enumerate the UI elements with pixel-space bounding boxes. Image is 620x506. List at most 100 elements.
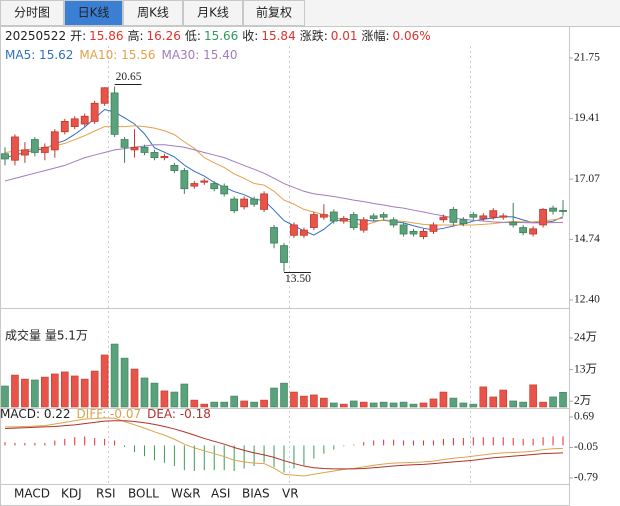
candle-body <box>479 215 488 219</box>
candle-body <box>389 219 398 226</box>
volume-bar <box>459 402 468 408</box>
candle-body <box>110 92 119 135</box>
volume-bar <box>1 385 9 408</box>
volume-bar <box>260 399 268 408</box>
volume-bar <box>160 390 169 408</box>
volume-bar <box>190 399 199 408</box>
indicator-tab[interactable]: MACD <box>14 487 50 501</box>
quote-value: 16.26 <box>147 29 181 43</box>
tab[interactable]: 分时图 <box>0 0 64 26</box>
y-tick-label: -0.05 <box>574 441 598 453</box>
candle-body <box>469 214 478 218</box>
quote-value: 15.84 <box>261 29 295 43</box>
volume-bar <box>300 395 308 408</box>
indicator-tab[interactable]: ASI <box>211 487 230 501</box>
volume-bar <box>330 402 338 408</box>
quote-date: 20250522 <box>5 29 66 43</box>
tab[interactable]: 周K线 <box>123 0 183 26</box>
tab-label[interactable]: 分时图 <box>14 6 50 20</box>
tab-bg[interactable] <box>0 0 64 26</box>
tab-label[interactable]: 日K线 <box>78 6 110 20</box>
candle-body <box>240 198 249 208</box>
tab-label[interactable]: 月K线 <box>197 6 229 20</box>
candle-body <box>419 231 428 237</box>
candle-body <box>449 209 458 223</box>
volume-bar <box>559 392 567 408</box>
candle-body <box>559 210 567 212</box>
candle-body <box>80 115 89 125</box>
volume-bar <box>60 371 69 408</box>
tab-bg[interactable] <box>243 0 305 26</box>
tab[interactable]: 日K线 <box>64 0 123 26</box>
volume-bar <box>210 401 219 408</box>
candle-body <box>60 121 69 133</box>
volume-bar <box>51 373 59 408</box>
tab[interactable]: 月K线 <box>183 0 243 26</box>
indicator-tab[interactable]: VR <box>282 487 299 501</box>
volume-bar <box>489 396 498 408</box>
volume-bar <box>180 383 189 408</box>
candle-body <box>489 210 498 218</box>
y-tick-label: 24万 <box>574 332 597 344</box>
candle-body <box>459 219 468 225</box>
candle-body <box>200 180 209 183</box>
ma-line <box>4 108 564 236</box>
volume-bar <box>230 395 238 408</box>
volume-bar <box>469 403 478 408</box>
tab-bg[interactable] <box>64 0 123 26</box>
volume-bar <box>110 343 119 408</box>
candle-body <box>399 224 408 235</box>
candle-body <box>210 183 219 190</box>
y-tick-label: 14.74 <box>574 233 600 245</box>
candle-body <box>409 231 418 235</box>
candle-body <box>250 198 259 205</box>
ma-line <box>4 125 564 226</box>
candle-body <box>379 214 388 218</box>
indicator-tab[interactable]: RSI <box>96 487 116 501</box>
candle-body <box>160 155 169 159</box>
volume-bar <box>399 401 408 408</box>
candle-body <box>130 146 139 151</box>
candle-body <box>349 214 358 228</box>
indicator-tab[interactable]: KDJ <box>61 487 82 501</box>
tab-bg[interactable] <box>123 0 183 26</box>
tab-label[interactable]: 前复权 <box>256 5 292 20</box>
y-tick-label: 17.07 <box>574 173 600 185</box>
indicator-tab[interactable]: W&R <box>171 487 201 501</box>
volume-bar <box>290 391 298 408</box>
volume-bar <box>80 378 89 408</box>
candle-body <box>439 216 448 221</box>
volume-bar <box>100 354 109 408</box>
quote-label: 高: <box>127 28 143 43</box>
volume-bar <box>439 391 448 408</box>
indicator-tab[interactable]: BIAS <box>242 487 270 501</box>
candle-body <box>150 152 159 159</box>
quote-label: 涨跌: <box>300 28 328 43</box>
volume-bar <box>389 402 398 408</box>
volume-bar <box>140 377 149 408</box>
tab-label[interactable]: 周K线 <box>137 6 169 20</box>
quote-label: 开: <box>70 29 86 43</box>
annotation-label: 13.50 <box>285 273 311 285</box>
quote-label: 收: <box>242 29 258 43</box>
tab-bg[interactable] <box>183 0 243 26</box>
tab[interactable]: 前复权 <box>243 0 305 26</box>
volume-bar <box>70 375 79 408</box>
candle-body <box>539 209 547 226</box>
candle-body <box>220 185 229 195</box>
macd-line <box>4 420 564 470</box>
indicator-tab[interactable]: BOLL <box>128 487 159 501</box>
y-tick-label: 2万 <box>574 395 591 407</box>
volume-bar <box>349 400 358 408</box>
candle-body <box>190 183 199 187</box>
legend-entry: DEA: -0.18 <box>147 407 211 421</box>
candle-body <box>140 146 149 153</box>
candle-body <box>230 198 239 212</box>
macd-line <box>4 417 564 477</box>
legend-entry: MA10: 15.56 <box>79 48 155 62</box>
volume-bar <box>90 370 99 408</box>
candle-body <box>100 87 109 104</box>
y-tick-label: 12.40 <box>574 294 600 306</box>
